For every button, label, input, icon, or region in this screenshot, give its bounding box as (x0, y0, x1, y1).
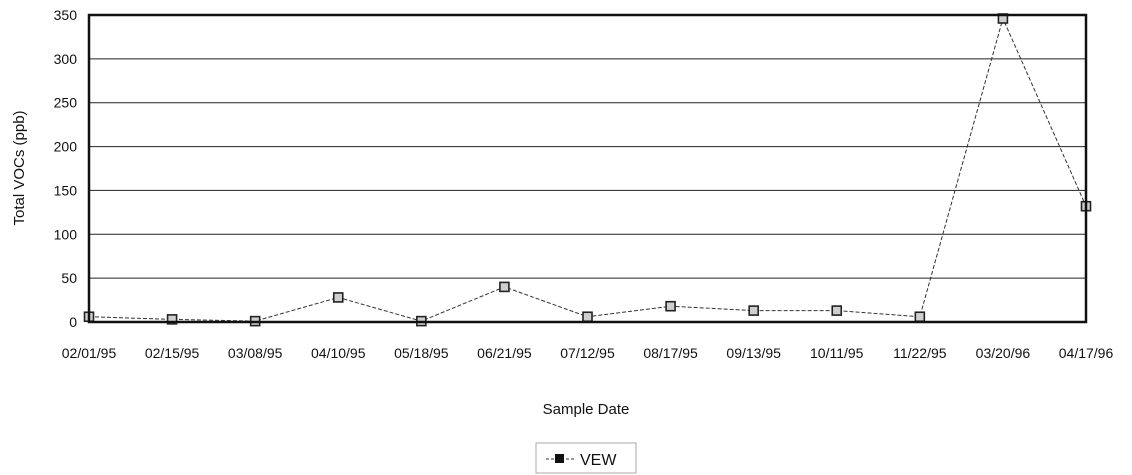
data-point-07-12-95 (582, 311, 593, 323)
legend: VEW (535, 442, 637, 474)
y-tick-label-150: 150 (54, 182, 78, 198)
series-line-vew (88, 17, 1087, 322)
data-point-06-21-95 (499, 281, 510, 293)
x-tick-label-03-20-96: 03/20/96 (976, 345, 1031, 361)
y-tick-label-350: 350 (54, 7, 78, 23)
series-vew (83, 13, 1092, 327)
y-axis-title: Total VOCs (ppb) (11, 110, 28, 225)
legend-box (535, 442, 637, 474)
y-tick-label-200: 200 (54, 139, 78, 155)
x-axis-title: Sample Date (543, 401, 630, 418)
data-point-09-13-95 (748, 305, 759, 316)
x-tick-label-04-10-95: 04/10/95 (311, 345, 366, 361)
x-tick-label-03-08-95: 03/08/95 (228, 345, 283, 361)
legend-label-vew: VEW (580, 452, 617, 469)
gridlines (89, 58, 1086, 279)
plot-area-frame (87, 13, 1088, 324)
data-point-10-11-95 (831, 305, 843, 316)
x-tick-label-07-12-95: 07/12/95 (560, 345, 615, 361)
y-tick-label-100: 100 (54, 226, 78, 242)
y-tick-labels: 0 50 100 150 200 250 300 350 (54, 7, 78, 330)
data-point-04-10-95 (332, 292, 344, 303)
data-point-11-22-95 (914, 311, 926, 323)
x-tick-label-09-13-95: 09/13/95 (726, 345, 781, 361)
y-tick-label-300: 300 (54, 51, 78, 67)
y-tick-label-250: 250 (54, 95, 78, 111)
y-tick-label-0: 0 (69, 314, 77, 330)
x-tick-label-10-11-95: 10/11/95 (810, 345, 864, 361)
x-tick-label-08-17-95: 08/17/95 (643, 345, 698, 361)
x-tick-label-02-15-95: 02/15/95 (145, 345, 200, 361)
data-point-08-17-95 (665, 300, 676, 312)
x-tick-label-05-18-95: 05/18/95 (394, 345, 449, 361)
y-tick-label-50: 50 (61, 270, 77, 286)
x-tick-label-02-01-95: 02/01/95 (62, 345, 117, 361)
legend-marker (555, 454, 564, 463)
x-tick-labels: 02/01/95 02/15/95 03/08/95 04/10/95 05/18/95… (62, 345, 1114, 361)
x-tick-label-06-21-95: 06/21/95 (477, 345, 532, 361)
data-point-02-15-95 (166, 314, 178, 325)
x-tick-label-04-17-96: 04/17/96 (1059, 345, 1114, 361)
x-tick-label-11-22-95: 11/22/95 (893, 345, 947, 361)
